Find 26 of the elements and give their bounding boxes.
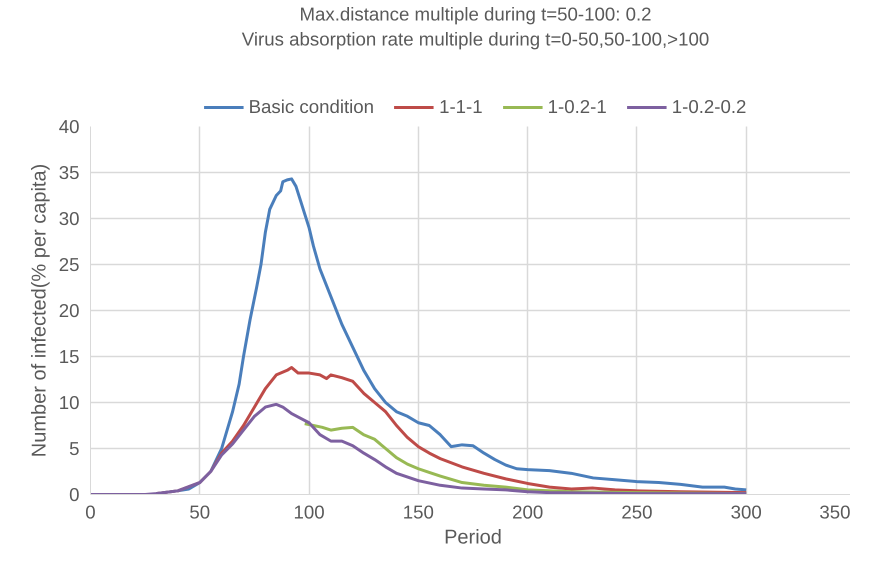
legend-label: 1-1-1 [439, 96, 483, 118]
x-tick-label: 300 [730, 502, 762, 522]
x-tick-label: 150 [402, 502, 434, 522]
y-tick-label: 0 [69, 484, 80, 505]
y-tick-label: 15 [58, 346, 80, 367]
y-tick-label: 10 [58, 392, 80, 413]
x-tick-label: 50 [189, 502, 210, 522]
x-tick-label: 250 [621, 502, 653, 522]
y-tick-label: 30 [58, 208, 80, 229]
x-axis-title: Period [444, 526, 502, 548]
y-tick-label: 5 [69, 438, 80, 459]
line-series [90, 402, 748, 494]
y-tick-label: 25 [58, 254, 80, 275]
x-tick-label: 200 [512, 502, 544, 522]
y-tick-label: 20 [58, 300, 80, 321]
chart-title: Max.distance multiple during t=50-100: 0.2 [299, 4, 652, 24]
x-tick-label: 100 [294, 502, 325, 522]
y-tick-label: 40 [58, 116, 80, 137]
chart-subtitle: Virus absorption rate multiple during t=0-50,50-100,>100 [242, 28, 710, 50]
y-axis-title: Number of infected(% per capita) [28, 164, 51, 458]
y-tick-label: 35 [58, 162, 80, 183]
x-tick-label: 350 [819, 502, 851, 522]
legend-label: Basic condition [248, 96, 374, 118]
legend-label: 1-0.2-0.2 [672, 96, 746, 118]
legend-label: 1-0.2-1 [548, 96, 607, 118]
x-tick-label: 0 [85, 502, 96, 522]
